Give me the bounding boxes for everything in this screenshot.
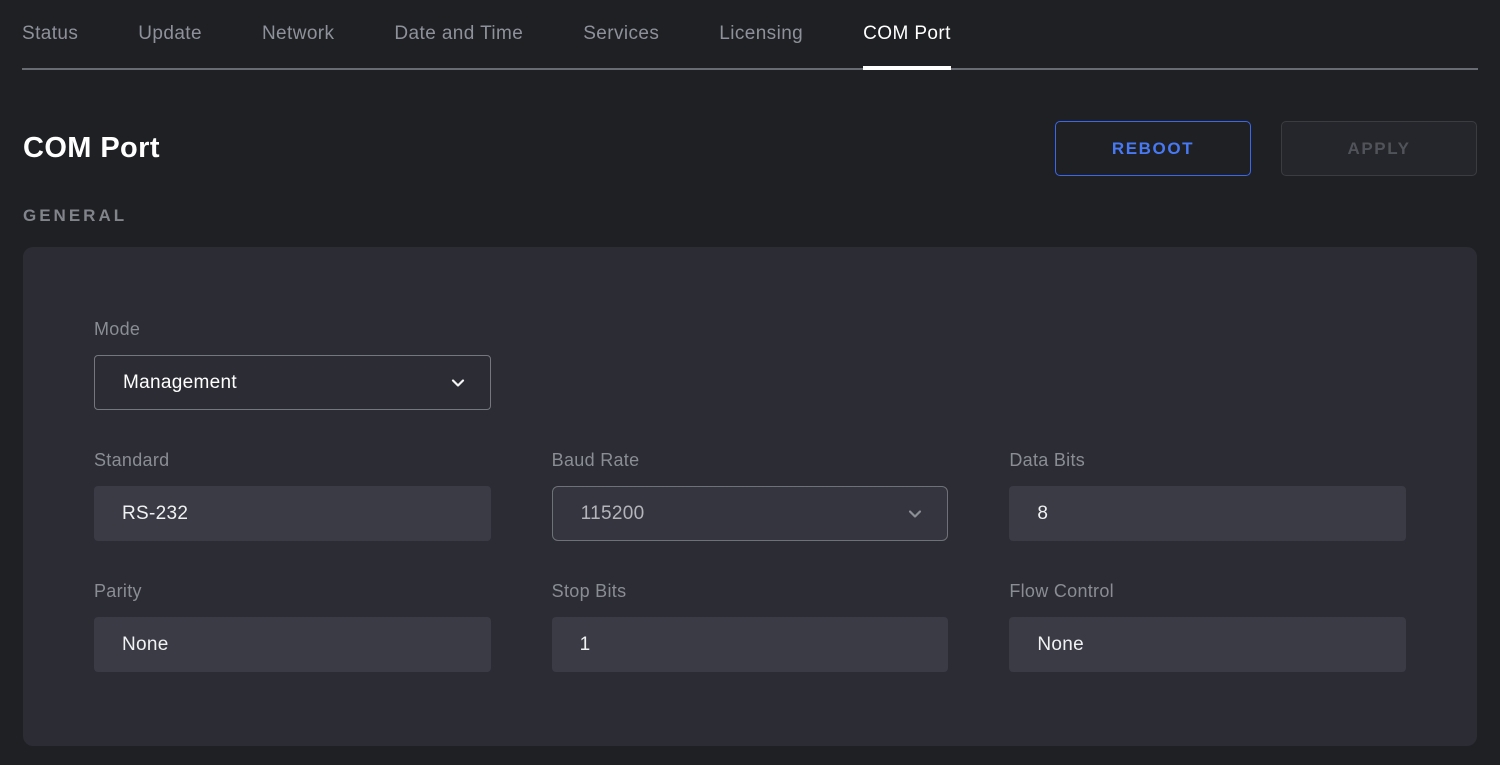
- baud-rate-label: Baud Rate: [551, 450, 640, 470]
- data-bits-value: 8: [1037, 502, 1049, 524]
- baud-rate-field-group: Baud Rate 115200: [551, 450, 949, 541]
- mode-select[interactable]: Management: [94, 355, 491, 410]
- mode-field-group: Mode Management: [94, 319, 491, 410]
- tab-services[interactable]: Services: [583, 23, 660, 44]
- grid-spacer: [552, 319, 949, 410]
- standard-value: RS-232: [122, 502, 189, 524]
- baud-rate-select[interactable]: 115200: [551, 486, 949, 541]
- apply-button[interactable]: APPLY: [1281, 121, 1477, 176]
- standard-field-group: Standard RS-232: [94, 450, 491, 541]
- parity-field-group: Parity None: [94, 581, 491, 672]
- stop-bits-field: 1: [551, 617, 949, 672]
- data-bits-label: Data Bits: [1009, 450, 1086, 470]
- title-row: COM Port REBOOT APPLY: [23, 121, 1477, 176]
- stop-bits-field-group: Stop Bits 1: [551, 581, 949, 672]
- tab-bar: Status Update Network Date and Time Serv…: [22, 0, 1478, 70]
- flow-control-field-group: Flow Control None: [1009, 581, 1406, 672]
- parity-field: None: [94, 617, 491, 672]
- parity-value: None: [122, 633, 169, 655]
- baud-rate-value: 115200: [580, 502, 645, 524]
- page-title: COM Port: [23, 132, 160, 164]
- flow-control-label: Flow Control: [1009, 581, 1114, 601]
- parity-label: Parity: [94, 581, 142, 601]
- stop-bits-label: Stop Bits: [551, 581, 627, 601]
- tab-licensing[interactable]: Licensing: [719, 23, 804, 44]
- general-card: Mode Management Standard RS-232 Baud Rat…: [23, 247, 1477, 746]
- com-port-page: COM Port REBOOT APPLY GENERAL Mode Manag…: [0, 121, 1500, 746]
- stop-bits-value: 1: [579, 633, 591, 655]
- tab-status[interactable]: Status: [22, 23, 79, 44]
- com-port-form: Mode Management Standard RS-232 Baud Rat…: [94, 319, 1406, 672]
- flow-control-field: None: [1009, 617, 1406, 672]
- tab-date-and-time[interactable]: Date and Time: [394, 23, 524, 44]
- flow-control-value: None: [1037, 633, 1084, 655]
- header-actions: REBOOT APPLY: [1055, 121, 1477, 176]
- reboot-button[interactable]: REBOOT: [1055, 121, 1251, 176]
- standard-field: RS-232: [94, 486, 491, 541]
- standard-label: Standard: [94, 450, 170, 470]
- mode-value: Management: [123, 371, 237, 393]
- tab-network[interactable]: Network: [261, 23, 335, 44]
- grid-spacer: [1009, 319, 1406, 410]
- section-label-general: GENERAL: [23, 206, 128, 225]
- chevron-down-icon: [448, 373, 468, 393]
- data-bits-field: 8: [1009, 486, 1406, 541]
- mode-label: Mode: [94, 319, 141, 339]
- tab-com-port[interactable]: COM Port: [863, 0, 951, 70]
- chevron-down-icon: [905, 504, 925, 524]
- data-bits-field-group: Data Bits 8: [1009, 450, 1406, 541]
- tab-update[interactable]: Update: [138, 23, 202, 44]
